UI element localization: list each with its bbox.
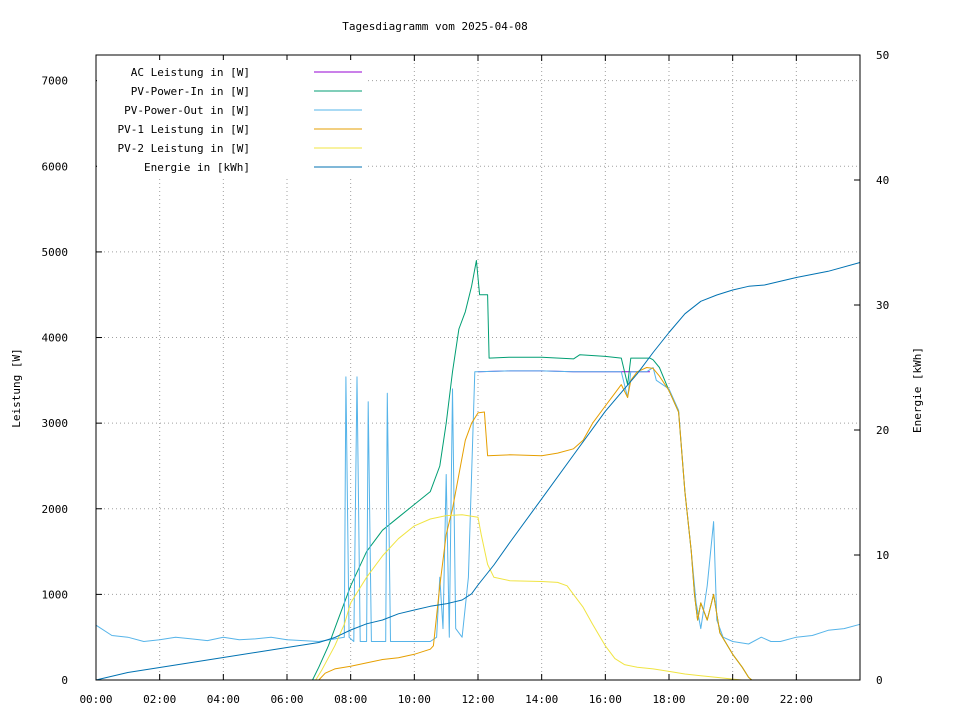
y-tick-label: 3000	[42, 417, 69, 430]
x-tick-label: 08:00	[334, 693, 367, 706]
legend-label: AC Leistung in [W]	[131, 66, 250, 79]
y2-axis-label: Energie [kWh]	[911, 347, 924, 433]
x-tick-label: 18:00	[652, 693, 685, 706]
y2-tick-label: 20	[876, 424, 889, 437]
y-tick-label: 0	[61, 674, 68, 687]
legend-box	[97, 60, 367, 178]
series-line-6	[95, 262, 861, 681]
series-line-5	[96, 514, 860, 681]
legend-label: Energie in [kWh]	[144, 161, 250, 174]
x-tick-label: 04:00	[207, 693, 240, 706]
y-tick-label: 5000	[42, 246, 69, 259]
y2-tick-label: 10	[876, 549, 889, 562]
x-tick-label: 16:00	[589, 693, 622, 706]
axes: 00:00 02:00 04:00 06:00 08:00 10:00 12:00 14:00…	[42, 49, 890, 706]
y-tick-label: 1000	[42, 588, 69, 601]
x-tick-label: 02:00	[143, 693, 176, 706]
series-line-3	[95, 367, 861, 645]
legend-label: PV-Power-Out in [W]	[124, 104, 250, 117]
y-tick-label: 6000	[42, 160, 69, 173]
chart-title: Tagesdiagramm vom 2025-04-08	[342, 20, 527, 33]
x-tick-label: 22:00	[780, 693, 813, 706]
series-line-4	[96, 367, 860, 681]
y2-tick-label: 0	[876, 674, 883, 687]
y-tick-label: 4000	[42, 332, 69, 345]
y-axis-label: Leistung [W]	[10, 348, 23, 427]
x-tick-label: 00:00	[79, 693, 112, 706]
y2-tick-label: 50	[876, 49, 889, 62]
legend-label: PV-2 Leistung in [W]	[118, 142, 250, 155]
x-tick-label: 14:00	[525, 693, 558, 706]
series-group	[95, 260, 861, 681]
y2-tick-label: 30	[876, 299, 889, 312]
legend: AC Leistung in [W] PV-Power-In in [W] PV-P…	[97, 60, 367, 178]
y-tick-label: 2000	[42, 503, 69, 516]
y-tick-label: 7000	[42, 75, 69, 88]
x-tick-label: 20:00	[716, 693, 749, 706]
grid	[96, 55, 860, 680]
x-tick-label: 12:00	[461, 693, 494, 706]
x-tick-label: 10:00	[398, 693, 431, 706]
x-tick-label: 06:00	[270, 693, 303, 706]
legend-label: PV-Power-In in [W]	[131, 85, 250, 98]
legend-label: PV-1 Leistung in [W]	[118, 123, 250, 136]
y2-tick-label: 40	[876, 174, 889, 187]
